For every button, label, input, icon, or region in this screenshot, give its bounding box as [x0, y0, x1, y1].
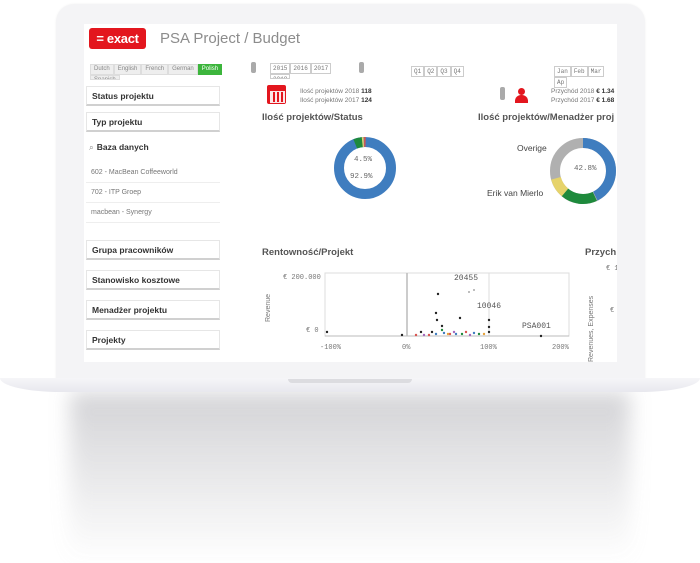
kpi-projects-2017-value: 124 [361, 97, 372, 104]
year-2018[interactable]: 2018 [270, 74, 291, 79]
profitability-scatter-plot[interactable] [324, 272, 572, 338]
quarter-q1[interactable]: Q1 [411, 66, 425, 77]
status-label-big: 92.9% [350, 173, 373, 181]
quarter-q3[interactable]: Q3 [437, 66, 451, 77]
lang-dutch[interactable]: Dutch [90, 64, 114, 75]
kpi-projects-2017-label: Ilość projektów 2017 [300, 97, 360, 104]
revenue-y-tick-mid: € [610, 307, 615, 315]
month-feb[interactable]: Feb [570, 66, 588, 77]
month-selector: Jan Feb Mar Ap [554, 66, 617, 88]
kpi-revenue: Przychód 2018 € 1.34 Przychód 2017 € 1.6… [551, 87, 614, 105]
x-tick-200: 200% [552, 344, 569, 352]
laptop-shadow [70, 392, 630, 562]
manager-donut-chart[interactable] [548, 136, 617, 206]
year-2016[interactable]: 2016 [290, 63, 311, 74]
filter-menadzer-projektu[interactable]: Menadżer projektu [86, 300, 220, 320]
quarter-q2[interactable]: Q2 [424, 66, 438, 77]
year-slider-handle-left[interactable] [251, 62, 256, 73]
kpi-revenue-2017-value: € 1.68 [596, 97, 615, 104]
month-apr[interactable]: Ap [554, 77, 568, 88]
filter-status-projektu[interactable]: Status projektu [86, 86, 220, 106]
manager-label-overige: Overige [517, 143, 547, 153]
kpi-revenue-2018-label: Przychód 2018 [551, 88, 595, 95]
app-header: = exact PSA Project / Budget [84, 24, 617, 58]
person-icon [514, 88, 528, 104]
lang-english[interactable]: English [113, 64, 142, 75]
kpi-revenue-2018-value: € 1.34 [596, 88, 615, 95]
lang-german[interactable]: German [168, 64, 198, 75]
search-icon: ⌕ [89, 142, 94, 152]
kpi-projects-2018-label: Ilość projektów 2018 [300, 88, 360, 95]
year-slider-handle-right[interactable] [359, 62, 364, 73]
status-donut-chart[interactable] [333, 136, 397, 200]
status-label-small: 4.5% [354, 156, 373, 164]
x-tick-minus100: -100% [320, 344, 342, 352]
kpi-scroll-handle[interactable] [500, 87, 505, 100]
revenue-y-tick-top: € 1 [606, 265, 617, 273]
x-tick-0: 0% [402, 344, 411, 352]
x-tick-100: 100% [480, 344, 497, 352]
kpi-revenue-2017-label: Przychód 2017 [551, 97, 595, 104]
year-2015[interactable]: 2015 [270, 63, 291, 74]
year-2017[interactable]: 2017 [310, 63, 332, 74]
database-item[interactable]: 602 - MacBean Coffeeworld [86, 163, 220, 183]
lang-polish[interactable]: Polish [197, 64, 223, 75]
database-search[interactable]: ⌕ Baza danych [86, 139, 220, 155]
kpi-projects-2018-value: 118 [361, 88, 372, 95]
lang-spanish[interactable]: Spanish [90, 75, 120, 80]
database-label: Baza danych [96, 142, 149, 152]
database-item[interactable]: 702 - ITP Groep [86, 183, 220, 203]
language-selector: Dutch English French German Polish Spani… [90, 64, 230, 80]
y-tick-0: € 0 [306, 327, 319, 335]
y-tick-200000: € 200.000 [283, 274, 321, 282]
filter-stanowisko-kosztowe[interactable]: Stanowisko kosztowe [86, 270, 220, 290]
page-title: PSA Project / Budget [160, 30, 301, 47]
laptop-notch [288, 379, 412, 383]
profitability-chart-title: Rentowność/Projekt [262, 247, 354, 258]
status-chart-title: Ilość projektów/Status [262, 112, 363, 123]
manager-chart-title: Ilość projektów/Menadżer proj [478, 112, 615, 123]
annotation-10046: 10046 [477, 302, 502, 311]
annotation-20455: 20455 [454, 274, 479, 283]
month-jan[interactable]: Jan [554, 66, 571, 77]
quarter-q4[interactable]: Q4 [450, 66, 464, 77]
revenue-ylabel: Revenues, Expenses [588, 295, 595, 362]
profitability-ylabel: Revenue [265, 293, 272, 322]
manager-label-center: 42.8% [574, 165, 597, 173]
lang-french[interactable]: French [141, 64, 169, 75]
revenue-chart-title: Przych [585, 247, 617, 258]
quarter-selector: Q1 Q2 Q3 Q4 [411, 66, 464, 77]
annotation-psa001: PSA001 [522, 322, 551, 331]
month-mar[interactable]: Mar [587, 66, 605, 77]
exact-logo[interactable]: = exact [89, 28, 146, 49]
dashboard-screen: = exact PSA Project / Budget Dutch Engli… [84, 24, 617, 362]
filter-projekty[interactable]: Projekty [86, 330, 220, 350]
kpi-projects: Ilość projektów 2018 118 Ilość projektów… [300, 87, 372, 105]
calendar-icon [267, 85, 286, 104]
filter-typ-projektu[interactable]: Typ projektu [86, 112, 220, 132]
year-selector: 2015 2016 2017 2018 [270, 63, 340, 79]
laptop-base [0, 378, 700, 392]
filter-grupa-pracownikow[interactable]: Grupa pracowników [86, 240, 220, 260]
manager-label-erik: Erik van Mierlo [487, 188, 544, 198]
database-item[interactable]: macbean - Synergy [86, 203, 220, 223]
